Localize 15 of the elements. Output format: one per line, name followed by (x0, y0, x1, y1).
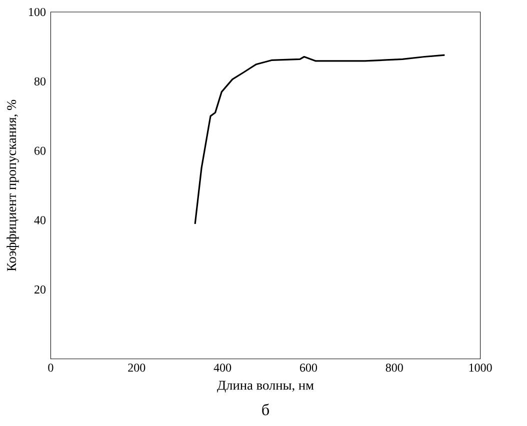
x-tick-label: 600 (300, 364, 318, 372)
y-tick-label: 20 (34, 286, 46, 294)
x-tick-label: 800 (386, 364, 403, 372)
y-tick-label: 80 (34, 78, 46, 86)
x-tick-label: 1000 (469, 364, 492, 372)
x-tick-label: 400 (214, 364, 232, 372)
y-tick-label: 60 (34, 146, 46, 156)
line-series (194, 54, 446, 225)
x-axis-title: Длина волны, нм (217, 381, 314, 393)
x-tick-label: 0 (48, 364, 54, 372)
y-axis-title: Коэффициент пропускания, % (6, 100, 19, 272)
y-tick-label: 100 (29, 8, 46, 16)
text: б (262, 404, 269, 416)
y-tick-label: 40 (34, 216, 46, 224)
x-tick-label: 200 (128, 364, 146, 372)
